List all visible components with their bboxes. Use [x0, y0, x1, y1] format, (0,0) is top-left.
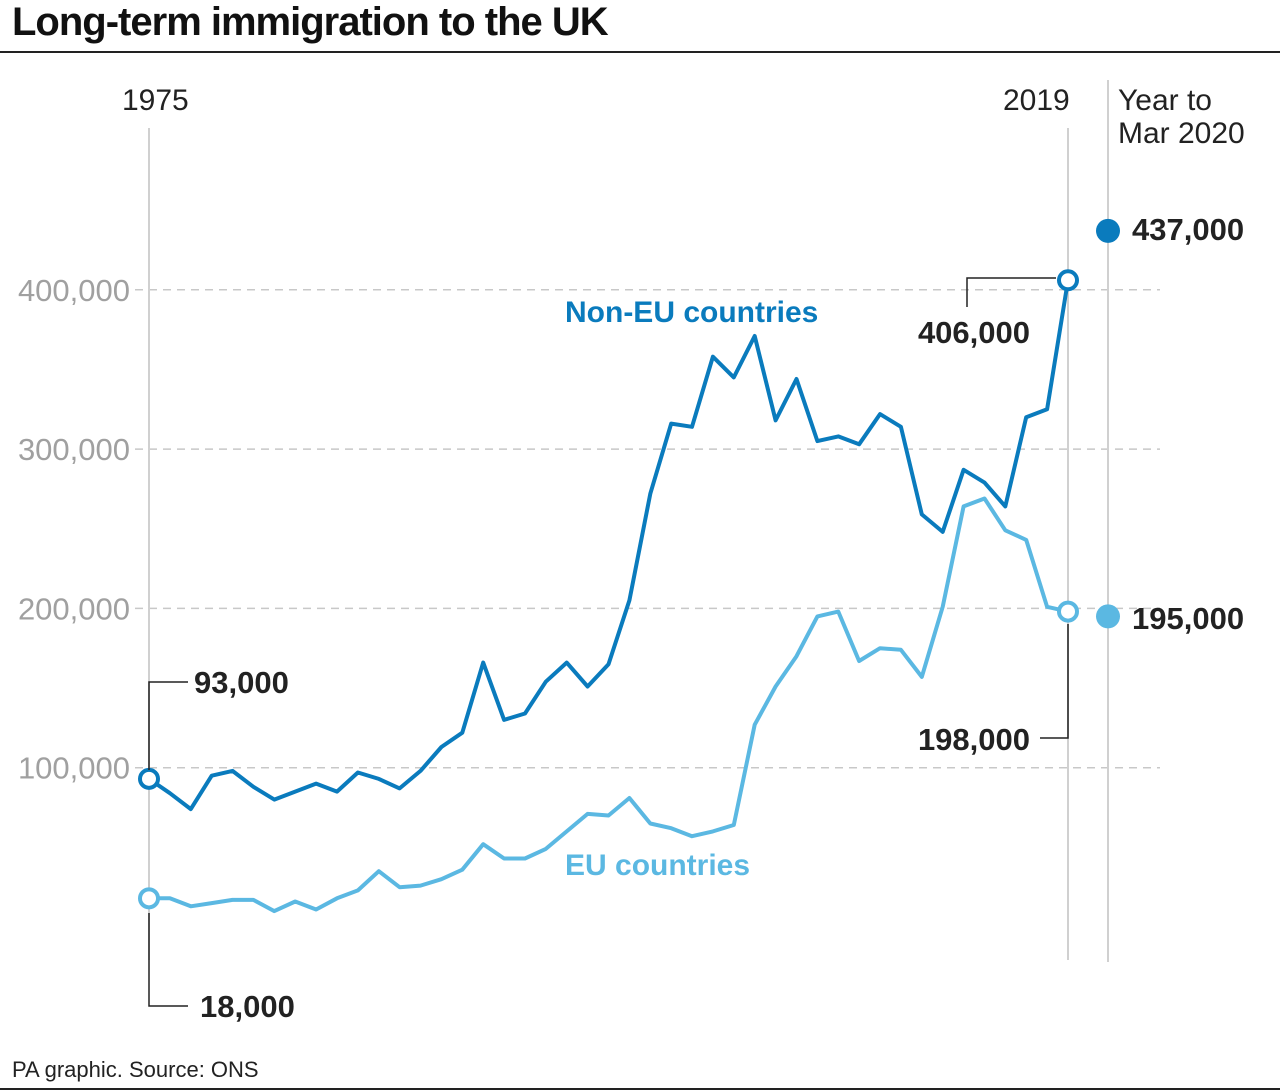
extra-period-label-line1: Year to — [1118, 84, 1212, 117]
source-note: PA graphic. Source: ONS — [12, 1057, 259, 1082]
extra-point-eu — [1096, 604, 1120, 629]
series-label-eu: EU countries — [565, 849, 750, 882]
x-end-label: 2019 — [1003, 84, 1070, 117]
y-tick-label: 300,000 — [18, 432, 130, 467]
y-tick-label: 400,000 — [18, 273, 130, 308]
value-label-eu-start: 18,000 — [200, 989, 295, 1024]
series-line-non-eu — [147, 279, 1070, 812]
value-label-non-eu-end: 406,000 — [918, 315, 1030, 350]
start-point-non-eu — [138, 767, 160, 790]
series-label-non-eu: Non-EU countries — [565, 296, 818, 329]
value-label-non-eu-extra: 437,000 — [1132, 212, 1244, 247]
extra-point-non-eu — [1096, 218, 1120, 243]
callout-line-eu-end — [1040, 624, 1069, 739]
extra-period-label-line2: Mar 2020 — [1118, 117, 1245, 150]
callout-line-non-eu-end — [966, 277, 1056, 307]
series-line-eu — [149, 496, 1069, 914]
value-label-eu-extra: 195,000 — [1132, 601, 1244, 636]
x-start-label: 1975 — [122, 84, 189, 117]
chart-title: Long-term immigration to the UK — [12, 0, 609, 44]
value-label-non-eu-start: 93,000 — [194, 665, 289, 700]
callout-line-eu-start — [148, 913, 188, 1007]
end-point-non-eu — [1057, 269, 1079, 292]
end-point-eu — [1057, 600, 1079, 623]
value-label-eu-end: 198,000 — [918, 722, 1030, 757]
start-point-eu — [138, 887, 160, 910]
y-tick-label: 100,000 — [18, 751, 130, 786]
callout-line-non-eu-start — [148, 681, 188, 770]
y-tick-label: 200,000 — [18, 591, 130, 626]
